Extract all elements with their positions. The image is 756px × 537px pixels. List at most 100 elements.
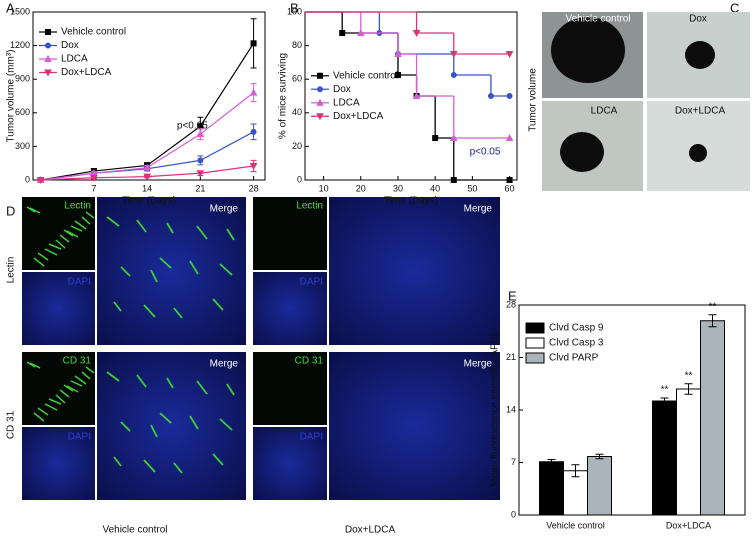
bar: [700, 320, 725, 516]
panel-letter: A: [6, 0, 15, 15]
y-tick-label: 20: [292, 141, 302, 151]
dapi-tile: [22, 427, 95, 500]
tumor: [551, 17, 625, 83]
annotation: p<0.05: [470, 147, 501, 158]
vessel: [85, 211, 95, 219]
dapi-tile: [253, 427, 327, 500]
marker: [506, 177, 513, 183]
legend-label: Dox: [61, 40, 79, 51]
legend-swatch: [525, 352, 545, 364]
vessel: [166, 222, 174, 234]
photo-label: Dox+LDCA: [675, 106, 726, 117]
vessel: [150, 424, 158, 438]
vessel: [44, 248, 58, 256]
vessel: [159, 412, 172, 424]
vessel: [81, 371, 91, 380]
column-label: Vehicle control: [102, 525, 167, 536]
y-tick-label: 7: [511, 457, 516, 467]
stain-label: CD 31: [295, 356, 324, 367]
marker: [449, 133, 458, 141]
x-tick-label: 14: [142, 183, 152, 193]
x-axis-label: Time (Days): [384, 196, 438, 207]
vessel: [173, 307, 183, 319]
y-axis-label: Mean fluorescence intensity (AFU): [490, 333, 501, 486]
y-axis-label: Tumor volume (mm³): [6, 50, 17, 143]
legend-marker: [316, 98, 324, 106]
y-tick-label: 21: [506, 352, 516, 362]
merge-tile: [97, 352, 246, 500]
dapi-tile: [253, 272, 327, 345]
vessel: [120, 266, 131, 277]
marker: [394, 72, 401, 78]
legend-label: Clvd PARP: [549, 353, 599, 364]
y-tick-label: 28: [506, 299, 516, 309]
legend-swatch: [525, 322, 545, 334]
legend-marker: [45, 42, 51, 49]
y-tick-label: 100: [287, 6, 302, 16]
dapi-label: DAPI: [68, 432, 91, 443]
x-tick-label: 10: [319, 183, 329, 193]
marker: [394, 49, 402, 57]
legend-marker: [317, 72, 323, 79]
y-tick-label: 1500: [10, 6, 30, 16]
micrograph-panel: Lectin CD 31 Vehicle control Dox+LDCA Le…: [6, 197, 500, 536]
error-bar: [660, 397, 669, 405]
x-tick-label: Dox+LDCA: [666, 520, 711, 530]
legend-marker: [316, 113, 324, 121]
vessel: [196, 380, 208, 395]
vessel: [189, 415, 199, 430]
marker: [412, 91, 421, 99]
stain-label: CD 31: [63, 356, 92, 367]
vessel: [196, 225, 208, 240]
marker: [356, 28, 365, 36]
photo-ylabel: Tumor volume: [528, 68, 539, 132]
vessel: [212, 453, 224, 466]
vessel: [226, 228, 235, 241]
legend-label: LDCA: [61, 54, 88, 65]
merge-label: Merge: [464, 359, 493, 370]
vessel: [173, 462, 183, 474]
legend-label: LDCA: [333, 97, 360, 108]
stain-tile: [253, 197, 327, 270]
plot-frame: [32, 11, 266, 181]
marker: [505, 133, 514, 141]
photo-label: Vehicle control: [565, 14, 630, 25]
vessel: [136, 374, 147, 388]
marker: [249, 163, 258, 171]
photo-panel: Tumor volume Vehicle control Dox LDCA Do…: [528, 12, 750, 191]
vessel: [55, 394, 66, 404]
vessel: [37, 407, 49, 416]
vessel: [33, 412, 45, 422]
vessel: [113, 456, 122, 467]
x-tick-label: 28: [249, 183, 259, 193]
legend-label: Clvd Casp 9: [549, 323, 604, 334]
legend-marker: [44, 54, 52, 62]
vessel: [26, 206, 36, 213]
legend-marker: [317, 86, 323, 93]
marker: [250, 128, 257, 135]
vessel: [70, 380, 83, 387]
vessel: [33, 257, 45, 267]
panel-letter: E: [508, 288, 517, 303]
x-tick-label: 50: [467, 183, 477, 193]
y-tick-label: 60: [292, 74, 302, 84]
vessel: [143, 304, 156, 318]
y-tick-label: 600: [15, 107, 30, 117]
annotation: p<0.05: [177, 121, 208, 132]
vessel: [120, 421, 131, 432]
y-tick-label: 300: [15, 141, 30, 151]
merge-tile: [329, 352, 500, 500]
bar: [652, 400, 677, 516]
vessel: [150, 269, 158, 283]
merge-label: Merge: [210, 204, 239, 215]
x-tick-label: 30: [393, 183, 403, 193]
x-tick-label: Vehicle control: [546, 520, 605, 530]
dapi-tile: [22, 272, 95, 345]
vessel: [143, 459, 156, 473]
vessel: [48, 243, 62, 250]
panel-letter: B: [290, 0, 299, 15]
vessel: [37, 252, 49, 261]
vessel: [44, 403, 58, 411]
stain-label: Lectin: [296, 201, 323, 212]
marker: [449, 51, 458, 59]
